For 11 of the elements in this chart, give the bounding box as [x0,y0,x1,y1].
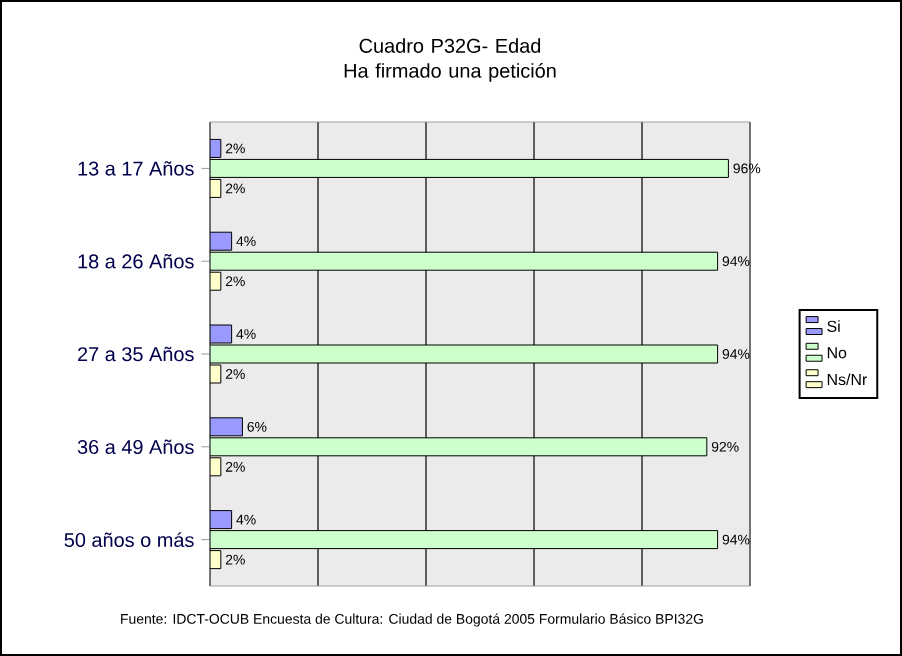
y-tick-label: 27 a 35 Años [78,346,194,362]
y-tick-label: 50 años o más [64,532,194,548]
bar [210,158,729,178]
bar [210,530,719,550]
bar [210,251,719,271]
bar [210,437,708,457]
y-tick-label: 13 a 17 Años [78,161,194,176]
chart-title: Cuadro P32G- Edad Ha firmado una petición [344,38,556,82]
bar [210,417,243,437]
y-tick-label: 18 a 26 Años [78,253,194,269]
y-tick-label: 36 a 49 Años [77,439,194,455]
